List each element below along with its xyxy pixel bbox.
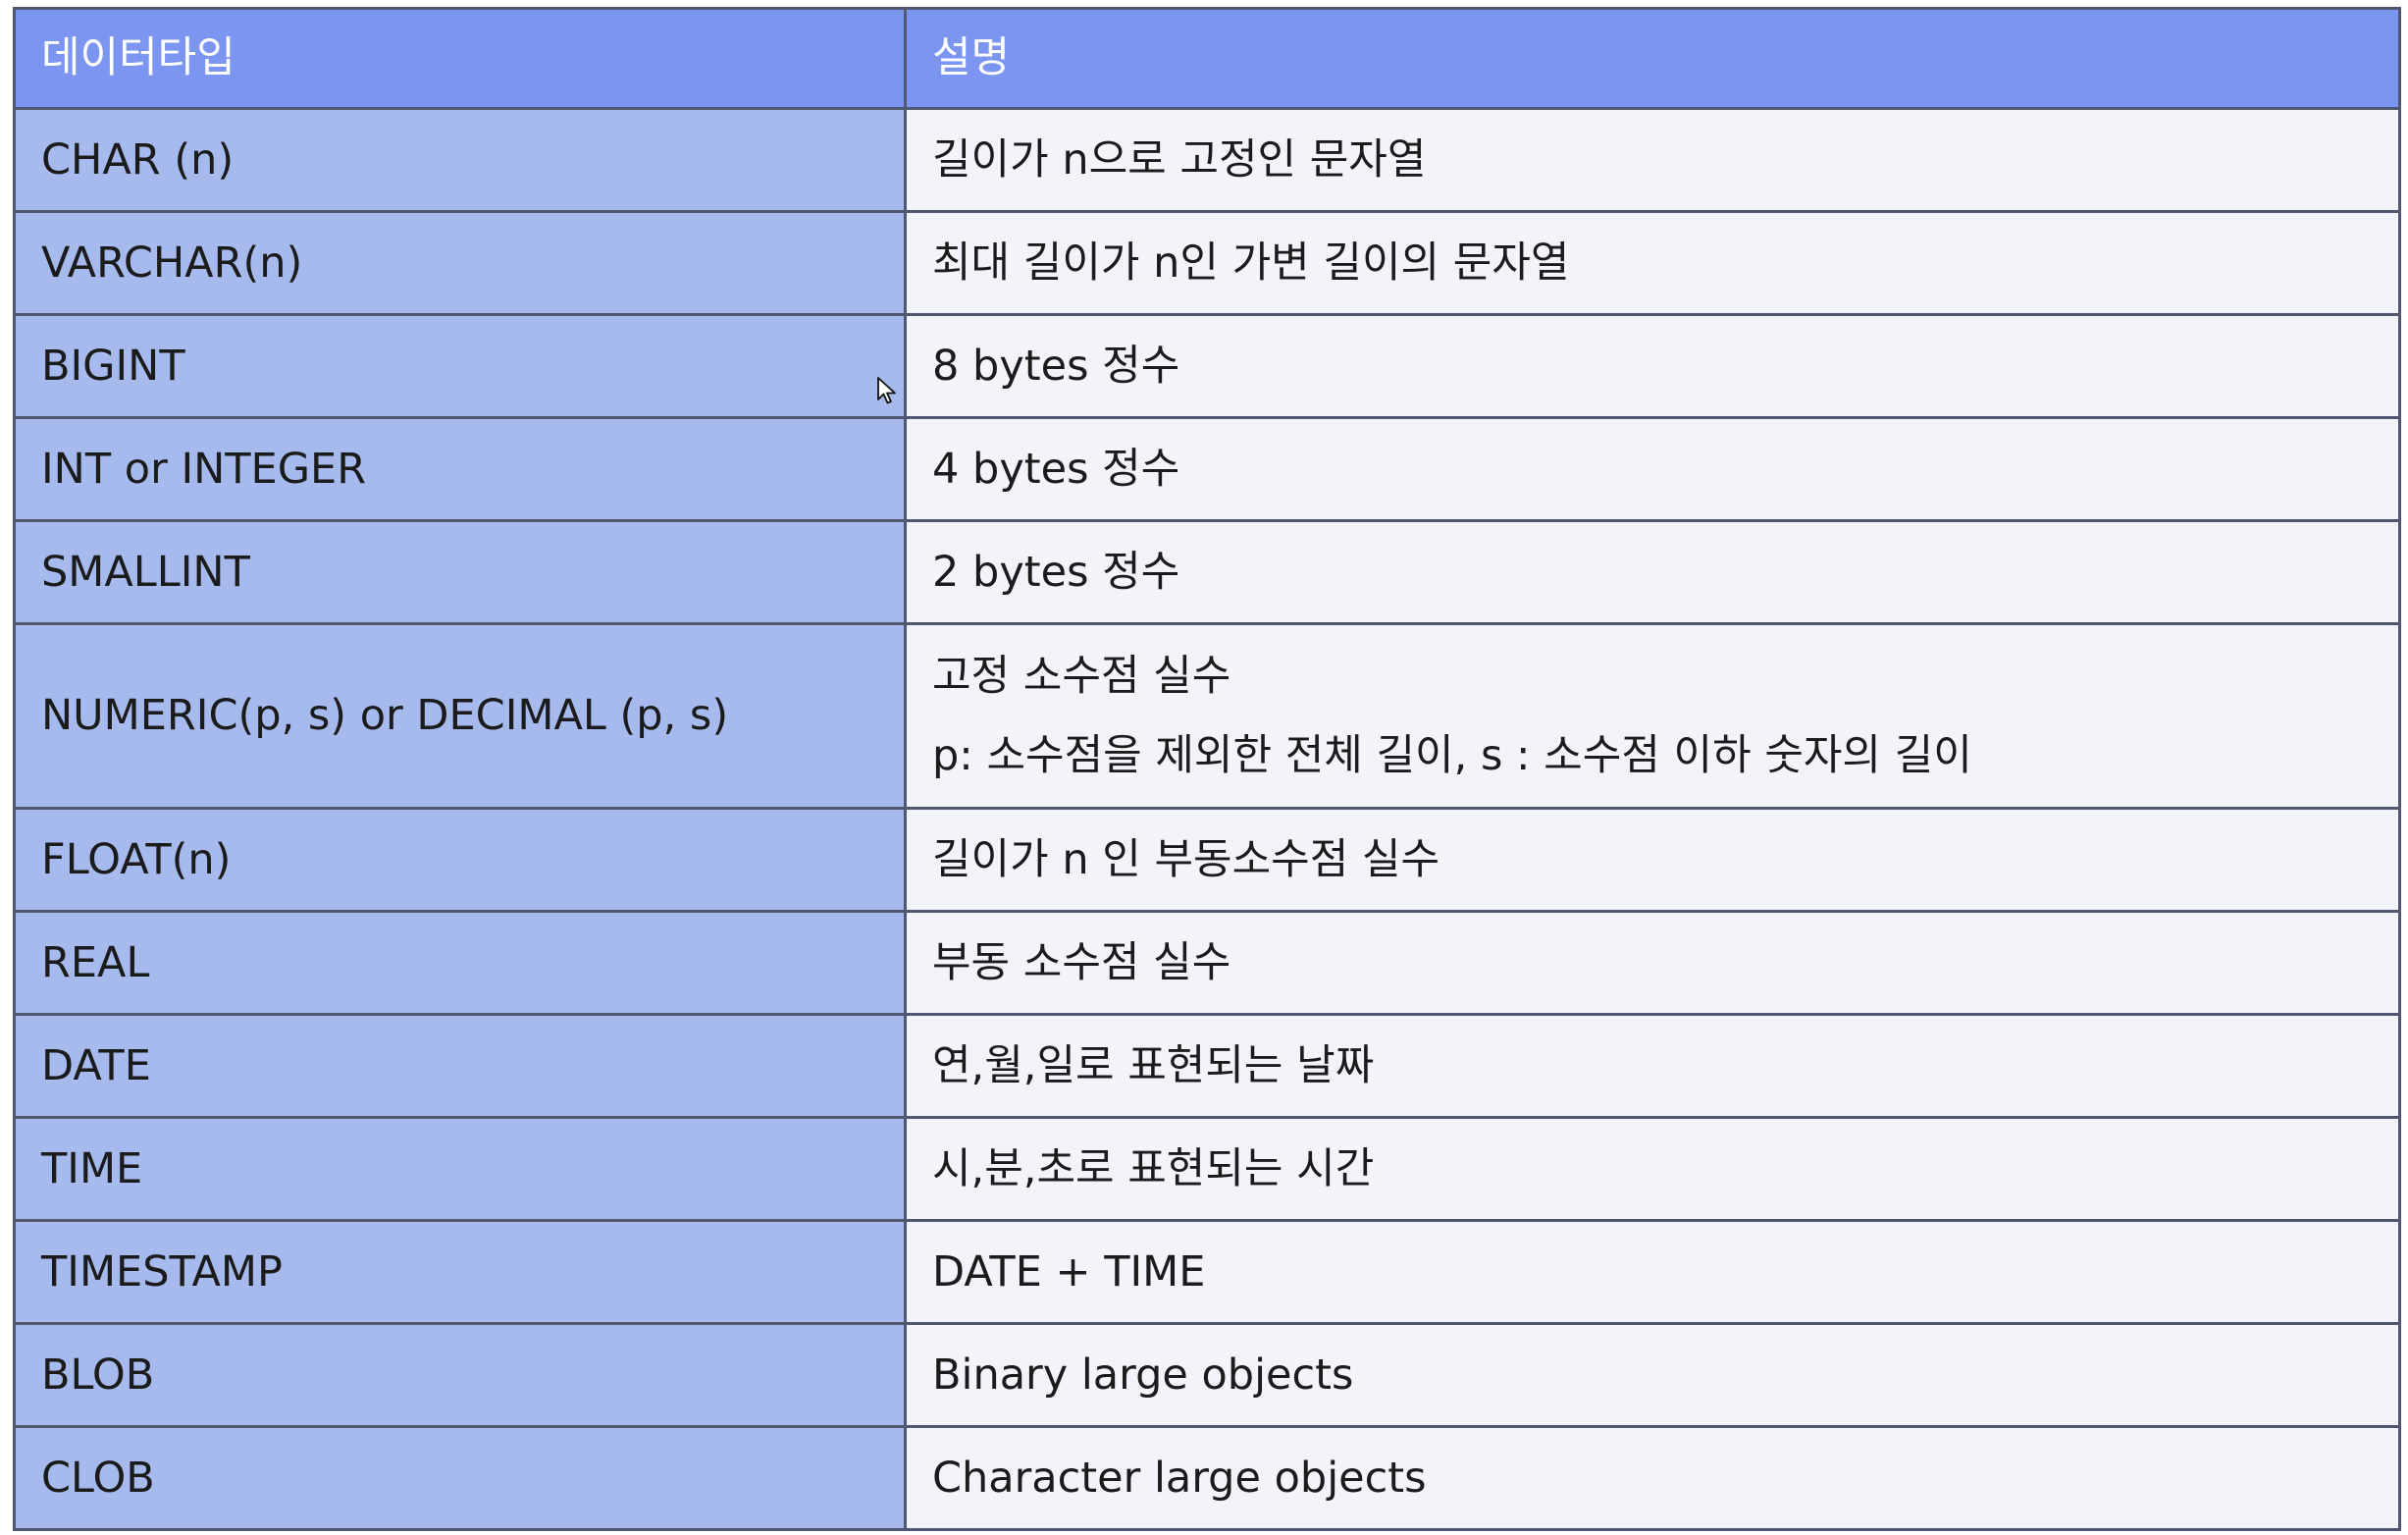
- header-row: 데이터타입 설명: [13, 7, 2401, 110]
- data-type-cell: BLOB: [13, 1322, 907, 1428]
- description-cell: 8 bytes 정수: [904, 313, 2401, 419]
- table-row: BIGINT 8 bytes 정수: [13, 313, 2401, 419]
- description-cell: 길이가 n 인 부동소수점 실수: [904, 807, 2401, 913]
- data-type-cell: SMALLINT: [13, 519, 907, 625]
- description-line: 고정 소수점 실수: [932, 651, 1231, 701]
- header-data-type: 데이터타입: [13, 7, 907, 110]
- description-cell: Character large objects: [904, 1425, 2401, 1531]
- description-line: 최대 길이가 n인 가변 길이의 문자열: [932, 238, 1570, 288]
- table-row: SMALLINT 2 bytes 정수: [13, 519, 2401, 625]
- description-line: Character large objects: [932, 1453, 1427, 1503]
- table-row: TIMESTAMP DATE + TIME: [13, 1219, 2401, 1325]
- description-cell: 부동 소수점 실수: [904, 910, 2401, 1016]
- data-type-cell: TIME: [13, 1116, 907, 1222]
- data-type-cell: CLOB: [13, 1425, 907, 1531]
- description-line: p: 소수점을 제외한 전체 길이, s : 소수점 이하 숫자의 길이: [932, 730, 1972, 780]
- data-type-cell: BIGINT: [13, 313, 907, 419]
- description-line: 4 bytes 정수: [932, 444, 1180, 494]
- description-line: 길이가 n 인 부동소수점 실수: [932, 834, 1440, 884]
- table-row: NUMERIC(p, s) or DECIMAL (p, s) 고정 소수점 실수…: [13, 622, 2401, 810]
- description-cell: Binary large objects: [904, 1322, 2401, 1428]
- description-line: 8 bytes 정수: [932, 341, 1180, 391]
- description-line: 연,월,일로 표현되는 날짜: [932, 1040, 1375, 1090]
- table-row: CLOB Character large objects: [13, 1425, 2401, 1531]
- header-description: 설명: [904, 7, 2401, 110]
- data-type-cell: FLOAT(n): [13, 807, 907, 913]
- table-row: CHAR (n) 길이가 n으로 고정인 문자열: [13, 107, 2401, 213]
- description-cell: 시,분,초로 표현되는 시간: [904, 1116, 2401, 1222]
- table-row: VARCHAR(n) 최대 길이가 n인 가변 길이의 문자열: [13, 210, 2401, 316]
- description-line: 2 bytes 정수: [932, 547, 1180, 597]
- description-cell: 최대 길이가 n인 가변 길이의 문자열: [904, 210, 2401, 316]
- data-type-cell: TIMESTAMP: [13, 1219, 907, 1325]
- description-line: 부동 소수점 실수: [932, 937, 1231, 987]
- data-type-cell: DATE: [13, 1013, 907, 1119]
- description-cell: 2 bytes 정수: [904, 519, 2401, 625]
- description-line: 시,분,초로 표현되는 시간: [932, 1143, 1375, 1193]
- data-type-cell: VARCHAR(n): [13, 210, 907, 316]
- data-type-cell: NUMERIC(p, s) or DECIMAL (p, s): [13, 622, 907, 810]
- data-type-cell: REAL: [13, 910, 907, 1016]
- table-row: FLOAT(n) 길이가 n 인 부동소수점 실수: [13, 807, 2401, 913]
- table-row: TIME 시,분,초로 표현되는 시간: [13, 1116, 2401, 1222]
- description-cell: DATE + TIME: [904, 1219, 2401, 1325]
- description-cell: 4 bytes 정수: [904, 416, 2401, 522]
- data-type-cell: CHAR (n): [13, 107, 907, 213]
- table-row: REAL 부동 소수점 실수: [13, 910, 2401, 1016]
- description-line: Binary large objects: [932, 1350, 1354, 1400]
- description-cell: 연,월,일로 표현되는 날짜: [904, 1013, 2401, 1119]
- data-type-cell: INT or INTEGER: [13, 416, 907, 522]
- description-cell: 고정 소수점 실수 p: 소수점을 제외한 전체 길이, s : 소수점 이하 숫…: [904, 622, 2401, 810]
- table-body: CHAR (n) 길이가 n으로 고정인 문자열 VARCHAR(n) 최대 길이가 …: [13, 107, 2401, 1531]
- table-row: INT or INTEGER 4 bytes 정수: [13, 416, 2401, 522]
- table-row: DATE 연,월,일로 표현되는 날짜: [13, 1013, 2401, 1119]
- data-type-table: 데이터타입 설명 CHAR (n) 길이가 n으로 고정인 문자열 VARCHAR(…: [13, 7, 2401, 1531]
- description-line: 길이가 n으로 고정인 문자열: [932, 134, 1427, 185]
- table-row: BLOB Binary large objects: [13, 1322, 2401, 1428]
- table-header: 데이터타입 설명: [13, 7, 2401, 110]
- description-cell: 길이가 n으로 고정인 문자열: [904, 107, 2401, 213]
- description-line: DATE + TIME: [932, 1246, 1206, 1297]
